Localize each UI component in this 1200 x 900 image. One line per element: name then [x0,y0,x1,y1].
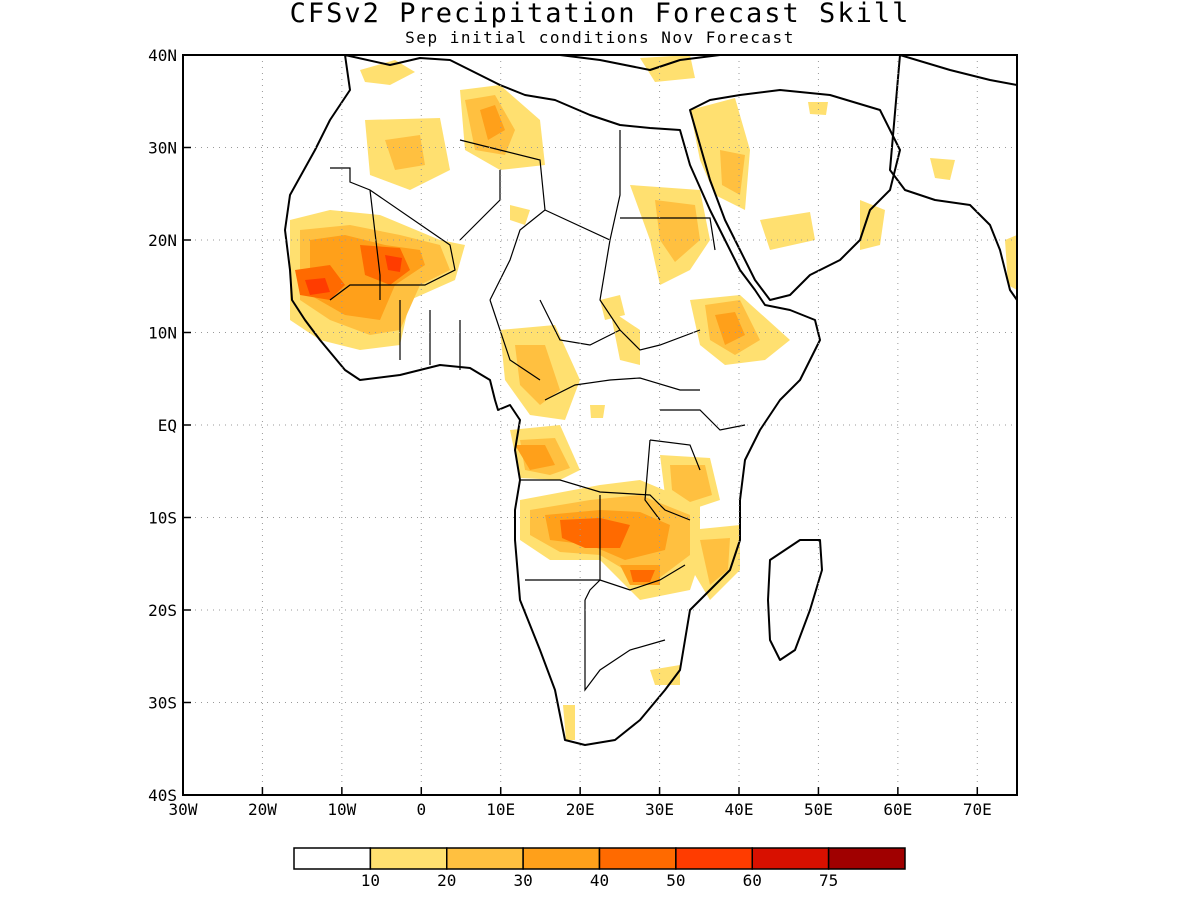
colorbar-swatch [598,847,677,870]
map-frame [182,54,1018,796]
lat-tick-label: 10N [148,324,177,343]
country-boundaries [329,130,746,692]
coastlines [284,55,1017,746]
lon-tick-label: 30E [645,800,674,819]
colorbar-swatch [675,847,753,870]
skill-shading-50-60 [305,255,402,295]
colorbar-label: 40 [590,871,609,890]
lon-tick-label: 60E [883,800,912,819]
colorbar-swatch [522,847,601,870]
lon-tick-label: 10E [486,800,515,819]
lon-tick-label: 10W [327,800,356,819]
colorbar-swatch [446,847,524,870]
lat-tick-label: 40N [148,46,177,65]
colorbar-label: 50 [666,871,685,890]
lon-tick-label: 70E [963,800,992,819]
colorbar-swatch [751,847,830,870]
colorbar-label: 75 [819,871,838,890]
map-title: CFSv2 Precipitation Forecast Skill [289,0,911,29]
lat-tick-label: 40S [148,786,177,805]
lat-tick-label: 30S [148,694,177,713]
lon-tick-label: 50E [804,800,833,819]
colorbar-swatch [293,847,372,870]
colorbar-swatch [369,847,448,870]
map-subtitle: Sep initial conditions Nov Forecast [405,28,795,47]
colorbar-swatch [827,847,906,870]
lat-tick-label: 20N [148,231,177,250]
lat-tick-label: EQ [158,416,177,435]
lon-tick-label: 30W [169,800,198,819]
colorbar-label: 20 [437,871,456,890]
lat-tick-label: 30N [148,139,177,158]
map-plot-area [284,55,1017,746]
map-grid [182,54,1017,796]
colorbar-label: 60 [743,871,762,890]
colorbar-label: 10 [361,871,380,890]
lat-tick-label: 20S [148,601,177,620]
colorbar: 10 20 30 40 50 60 75 [293,847,906,890]
lon-tick-label: 20W [248,800,277,819]
lon-tick-label: 20E [566,800,595,819]
lon-tick-label: 40E [725,800,754,819]
lat-tick-label: 10S [148,509,177,528]
colorbar-label: 30 [513,871,532,890]
lon-tick-label: 0 [416,800,426,819]
map-axis-ticks: 30W 20W 10W 0 10E 20E 30E 40E 50E 60E 70E 40N 30N 20N… [148,46,992,819]
